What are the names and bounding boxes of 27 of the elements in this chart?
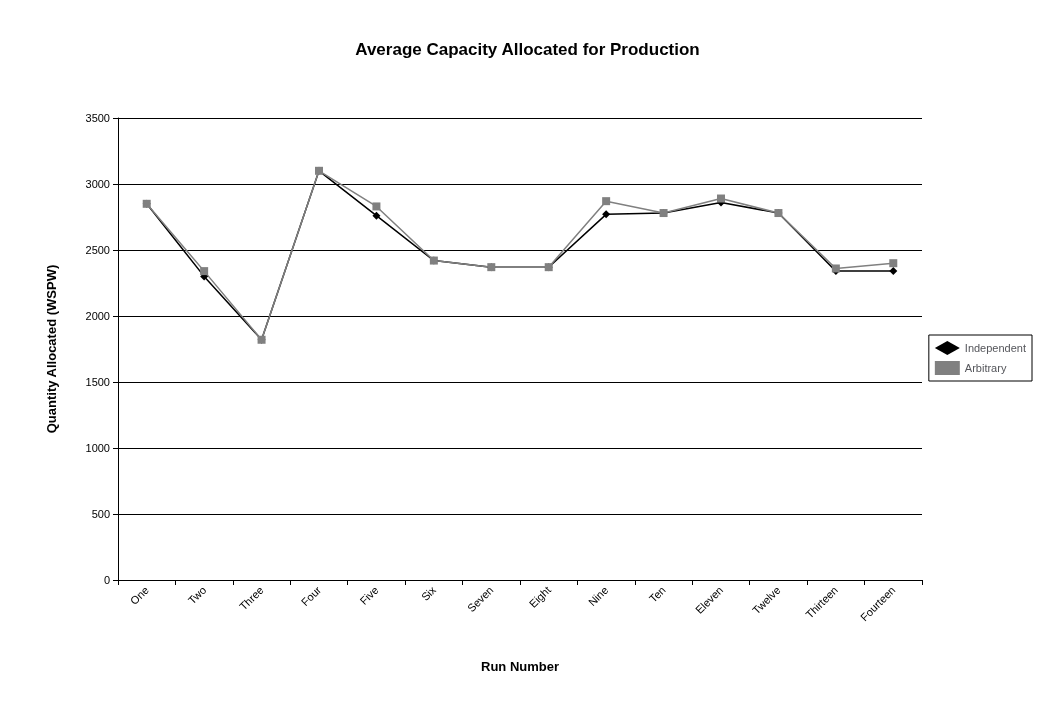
x-tick-label: Two: [185, 583, 209, 607]
point: [889, 267, 898, 276]
point: [717, 194, 725, 203]
x-tick-label: Five: [357, 583, 381, 607]
point: [372, 202, 381, 211]
y-tick-label: 2500: [85, 244, 110, 256]
x-axis-title: Run Number: [481, 659, 559, 674]
x-tick-label: Ten: [646, 583, 668, 605]
point: [372, 211, 381, 220]
legend-label: Independent: [964, 342, 1026, 354]
point: [602, 197, 611, 206]
y-tick-label: 2000: [85, 310, 110, 322]
point: [602, 210, 611, 219]
y-axis-title: Quantity Allocated (WSPW): [44, 264, 59, 434]
y-tick-label: 1500: [85, 376, 110, 388]
y-tick-label: 3500: [85, 112, 110, 124]
legend-label: Arbitrary: [964, 362, 1007, 374]
x-tick-label: Nine: [585, 583, 611, 609]
x-tick-label: Six: [418, 583, 439, 604]
x-tick-label: One: [127, 583, 151, 607]
point: [200, 267, 209, 276]
y-tick-label: 3000: [85, 178, 110, 190]
point: [889, 259, 898, 268]
y-tick-label: 500: [91, 508, 110, 520]
chart-title: Average Capacity Allocated for Production: [355, 40, 700, 59]
y-tick-label: 0: [103, 574, 110, 586]
y-tick-label: 1000: [85, 442, 110, 454]
